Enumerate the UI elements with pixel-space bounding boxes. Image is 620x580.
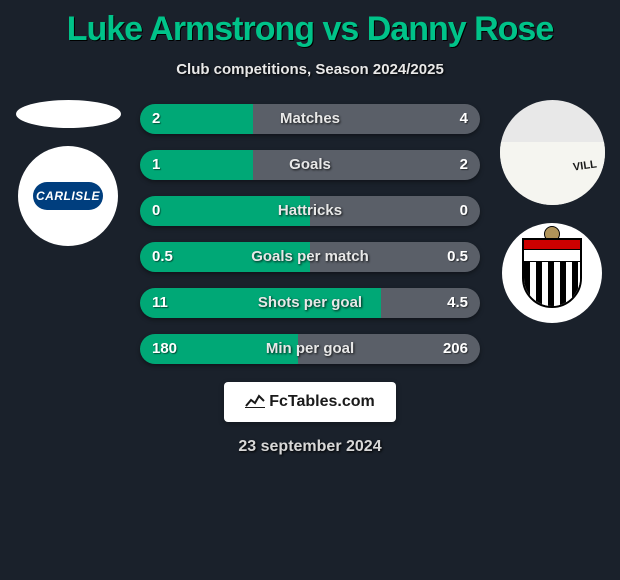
footer-date: 23 september 2024 [0,438,620,456]
stat-value-left: 0.5 [152,242,173,272]
right-player-column: VILL [492,100,612,323]
comparison-subtitle: Club competitions, Season 2024/2025 [0,61,620,78]
stat-value-right: 4.5 [447,288,468,318]
stat-bar-right [310,196,480,226]
stat-value-right: 4 [460,104,468,134]
stat-row: 180206Min per goal [140,334,480,364]
stat-bar-left [140,196,310,226]
stat-row: 24Matches [140,104,480,134]
right-club-badge [502,223,602,323]
stat-value-right: 2 [460,150,468,180]
stat-bar-right [253,150,480,180]
left-club-badge: CARLISLE [18,146,118,246]
branding-badge[interactable]: FcTables.com [224,382,396,422]
jersey-text: VILL [572,158,597,173]
stat-bars: 24Matches12Goals00Hattricks0.50.5Goals p… [140,100,480,364]
stat-row: 00Hattricks [140,196,480,226]
left-player-column: CARLISLE [8,100,128,246]
stat-row: 114.5Shots per goal [140,288,480,318]
branding-text: FcTables.com [269,393,375,411]
comparison-title: Luke Armstrong vs Danny Rose [0,0,620,49]
stat-value-right: 0.5 [447,242,468,272]
stat-row: 0.50.5Goals per match [140,242,480,272]
left-player-avatar [16,100,121,128]
stat-value-left: 11 [152,288,168,318]
stat-row: 12Goals [140,150,480,180]
comparison-content: CARLISLE VILL 24Matches12Goals00Hattrick… [0,100,620,364]
stat-bar-right [253,104,480,134]
stat-bar-left [140,288,381,318]
stat-value-right: 206 [443,334,468,364]
stat-value-left: 2 [152,104,160,134]
stat-value-left: 180 [152,334,177,364]
right-player-avatar: VILL [500,100,605,205]
carlisle-logo: CARLISLE [33,182,103,210]
stat-value-left: 1 [152,150,160,180]
jersey-graphic: VILL [500,142,605,205]
grimsby-logo [522,238,582,308]
stat-value-left: 0 [152,196,160,226]
stat-value-right: 0 [460,196,468,226]
chart-icon [245,392,265,413]
